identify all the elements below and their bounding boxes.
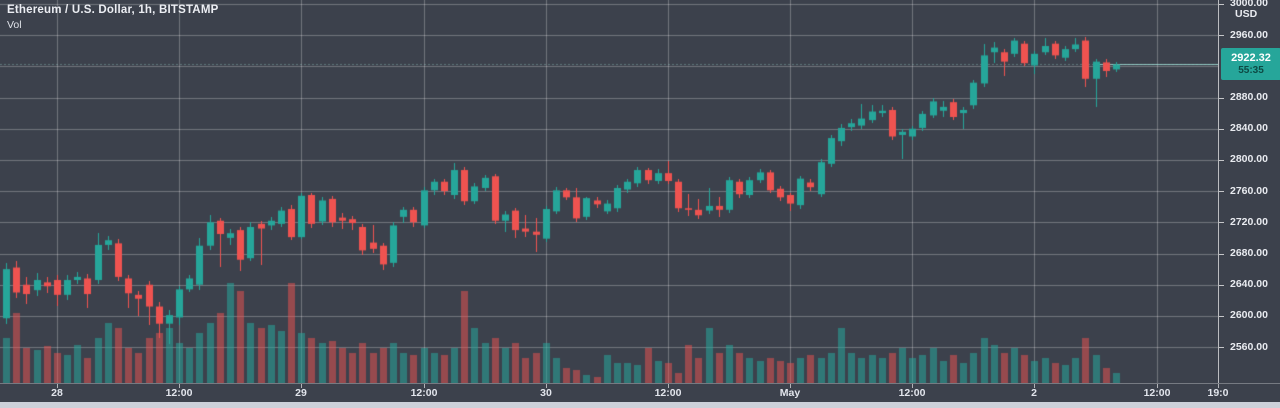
price-axis-tick [1219,285,1224,286]
price-axis-tick [1219,98,1224,99]
price-axis-label: 2840.00 [1230,122,1268,135]
price-axis-tick [1219,191,1224,192]
time-axis-tick [1218,384,1219,388]
time-axis-tick [668,384,669,388]
time-axis-label: 12:00 [1143,387,1171,399]
price-axis-label: 2960.00 [1230,28,1268,41]
chart-pane: Ethereum / U.S. Dollar, 1h, BITSTAMP Vol [0,0,1218,383]
price-axis-label: 2680.00 [1230,247,1268,259]
time-axis-label: 30 [540,387,552,399]
time-axis-label: 19:0 [1207,387,1229,399]
price-axis-label: 2720.00 [1230,215,1268,228]
symbol-title[interactable]: Ethereum / U.S. Dollar, 1h, BITSTAMP [7,4,219,16]
time-axis-label: 12:00 [654,387,682,399]
price-axis-label: 2760.00 [1230,184,1268,197]
price-axis-label: 2640.00 [1230,278,1268,291]
chart-legend: Ethereum / U.S. Dollar, 1h, BITSTAMP Vol [7,4,218,31]
time-axis-label: 12:00 [165,387,193,399]
price-axis-label: 2600.00 [1230,309,1268,322]
price-axis-tick [1219,129,1224,130]
price-axis-label: 2800.00 [1230,153,1268,166]
price-axis-tick [1219,222,1224,223]
price-axis-tick [1219,316,1224,317]
time-axis-tick [546,384,547,388]
time-axis-tick [790,384,791,388]
time-axis[interactable]: 28 12:00 29 12:00 30 12:00 May 12:00 2 12:00 19:0 [0,383,1280,403]
candlestick-chart-canvas[interactable] [0,0,1218,383]
price-axis-unit: USD [1235,8,1258,20]
time-axis-tick [912,384,913,388]
time-axis-label: 29 [295,387,307,399]
last-price-value: 2922.32 [1231,51,1271,64]
price-axis-label: 2880.00 [1230,91,1268,103]
time-axis-tick [179,384,180,388]
price-axis-tick [1219,347,1224,348]
time-axis-tick [1034,384,1035,388]
time-axis-tick [57,384,58,388]
time-axis-label: 12:00 [898,387,926,399]
time-axis-label: 2 [1031,387,1037,399]
price-axis-label: 3000.00 [1230,0,1268,10]
time-axis-label: 28 [51,387,63,399]
time-axis-tick [424,384,425,388]
last-price-tag: 2922.32 55:35 [1221,48,1280,80]
volume-indicator-label[interactable]: Vol [7,19,22,31]
time-axis-tick [301,384,302,388]
price-axis-label: 2560.00 [1230,340,1268,353]
bar-close-countdown: 55:35 [1238,64,1264,76]
price-axis-tick [1219,35,1224,36]
time-axis-label: May [779,387,801,399]
time-axis-label: 12:00 [410,387,438,399]
price-axis-tick [1219,160,1224,161]
page-bottom-strip [0,402,1280,408]
time-axis-tick [1157,384,1158,388]
price-axis-tick [1219,4,1224,5]
price-axis-tick [1219,254,1224,255]
price-axis[interactable]: 2922.32 55:35 USD 3000.00 2960.00 2880.00 28… [1218,0,1280,383]
